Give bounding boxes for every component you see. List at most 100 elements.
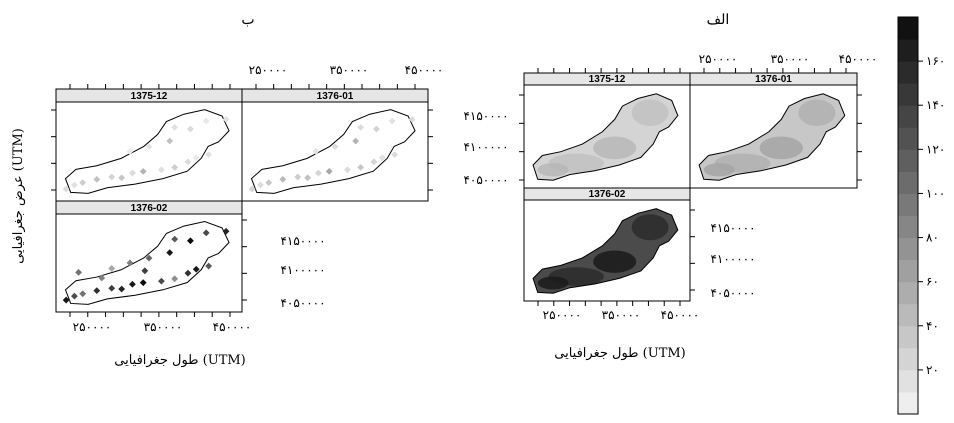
x-tick-label: ۴۵۰۰۰۰: [405, 63, 444, 77]
data-point: [294, 173, 302, 181]
data-point: [145, 143, 153, 150]
contour-region: [537, 276, 569, 290]
contour-region: [593, 250, 637, 273]
data-point: [373, 125, 380, 133]
figure-label-a: الف: [707, 12, 730, 28]
data-point: [202, 117, 210, 125]
colorbar-tick-label: ۱۲۰: [926, 142, 945, 156]
region-outline: [64, 221, 230, 305]
data-point: [391, 151, 399, 158]
colorbar-segment: [898, 303, 918, 327]
colorbar-segment: [898, 325, 918, 349]
data-point: [378, 154, 386, 162]
y-tick-label: ۴۰۵۰۰۰۰: [463, 173, 508, 187]
data-point: [265, 179, 273, 186]
x-tick-label: ۴۵۰۰۰۰: [661, 308, 700, 322]
data-point: [79, 290, 87, 298]
colorbar-segment: [898, 105, 918, 128]
colorbar-tick-label: ۱۰۰: [926, 186, 945, 200]
colorbar-segment: [898, 193, 918, 216]
colorbar-tick-label: ۲۰: [926, 363, 939, 377]
contour-region: [759, 136, 803, 160]
data-point: [344, 166, 351, 174]
data-point: [108, 284, 116, 292]
data-point: [202, 229, 210, 237]
data-point: [312, 148, 320, 155]
data-point: [141, 267, 149, 275]
panel-strip: [523, 187, 691, 201]
y-tick-label: ۴۱۰۰۰۰۰: [280, 263, 325, 277]
data-point: [166, 137, 174, 145]
colorbar-segment: [898, 149, 918, 172]
colorbar-segment: [898, 17, 918, 40]
colorbar-segment: [898, 171, 918, 194]
contour-region: [703, 163, 735, 177]
x-tick-label: ۴۵۰۰۰۰: [839, 52, 878, 66]
y-tick-label: ۴۱۵۰۰۰۰: [463, 109, 508, 123]
data-point: [71, 292, 78, 300]
y-tick-label: ۴۱۰۰۰۰۰: [710, 252, 755, 266]
data-point: [222, 227, 230, 235]
data-point: [192, 265, 200, 273]
colorbar-segment: [898, 369, 918, 393]
x-tick-label: ۲۵۰۰۰۰: [543, 308, 582, 322]
data-point: [388, 117, 396, 125]
data-point: [331, 143, 339, 150]
data-point: [171, 235, 179, 243]
panel-strip: [241, 88, 429, 103]
data-point: [79, 179, 87, 186]
data-point: [187, 125, 194, 133]
region-outline: [250, 109, 416, 194]
map-figure: ۲۵۰۰۰۰ ۳۵۰۰۰۰ ۴۵۰۰۰۰ 1375-12 1376-01 1376-…: [463, 52, 877, 361]
data-point: [75, 268, 82, 276]
data-point: [357, 124, 365, 131]
panel-title: 1376-02: [131, 203, 168, 214]
colorbar-segment: [898, 215, 918, 239]
panel-strip: [689, 72, 858, 86]
x-tick-label: ۳۵۰۰۰۰: [144, 320, 183, 334]
data-point: [315, 169, 322, 177]
contour-region: [798, 99, 836, 127]
colorbar-frame: [897, 16, 919, 415]
y-tick-label: ۴۱۵۰۰۰۰: [710, 221, 755, 235]
y-tick-label: ۴۰۵۰۰۰۰: [710, 286, 755, 300]
x-tick-label: ۳۵۰۰۰۰: [771, 52, 810, 66]
colorbar-segment: [898, 237, 918, 261]
colorbar-segment: [898, 347, 918, 371]
data-point: [279, 176, 287, 183]
contour-region: [593, 136, 637, 160]
data-point: [408, 116, 416, 123]
y-tick-label: ۴۱۰۰۰۰۰: [463, 140, 508, 154]
data-point: [139, 168, 147, 175]
panel-title: 1376-02: [589, 189, 626, 200]
data-point: [139, 279, 147, 287]
colorbar-segment: [898, 39, 918, 62]
colorbar-segment: [898, 281, 918, 305]
data-point: [184, 158, 192, 166]
data-point: [158, 166, 165, 174]
data-point: [257, 181, 264, 189]
data-point: [93, 287, 101, 294]
data-point: [62, 185, 70, 193]
x-tick-label: ۲۵۰۰۰۰: [73, 320, 112, 334]
data-point: [108, 265, 116, 272]
data-point: [71, 181, 78, 189]
colorbar-tick-label: ۶۰: [926, 275, 939, 289]
y-axis-label: عرض جغرافیایی (UTM): [11, 128, 26, 264]
panel-title: 1375-12: [131, 91, 168, 102]
y-tick-label: ۴۰۵۰۰۰۰: [280, 296, 325, 310]
colorbar-segment: [898, 127, 918, 150]
data-point: [129, 280, 136, 288]
x-tick-label: ۳۵۰۰۰۰: [330, 63, 369, 77]
data-point: [248, 185, 256, 193]
data-point: [304, 174, 312, 182]
x-axis-label: طول جغرافیایی (UTM): [554, 346, 686, 361]
contour-region: [537, 163, 569, 177]
data-point: [158, 277, 165, 285]
colorbar-tick-label: ۸۰: [926, 231, 939, 245]
data-point: [118, 174, 126, 182]
interpolated-surface: [699, 93, 845, 181]
data-point: [166, 249, 174, 257]
colorbar-segment: [898, 61, 918, 84]
colorbar-segment: [898, 391, 918, 415]
